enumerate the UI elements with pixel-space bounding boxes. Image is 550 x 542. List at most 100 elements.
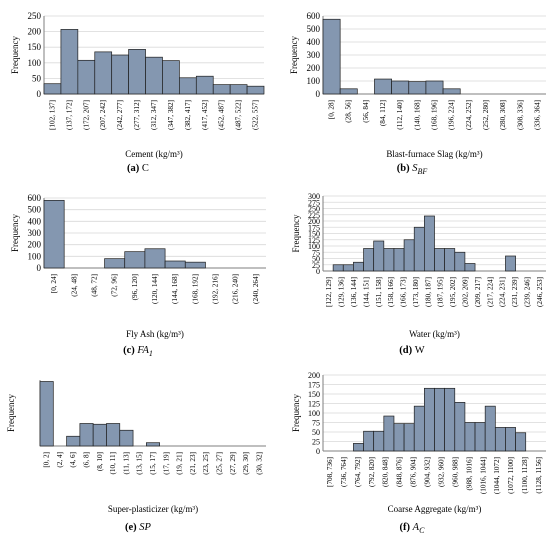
x-tick-label: (15, 17] xyxy=(149,452,157,475)
histogram-bar xyxy=(442,88,461,95)
histogram-bar xyxy=(353,443,364,452)
x-tick-label: (246, 253] xyxy=(536,277,544,307)
x-tick-label: [0, 2] xyxy=(43,452,51,468)
y-tick-label: 125 xyxy=(308,400,320,409)
histogram-bar xyxy=(164,260,186,269)
histogram-bar xyxy=(104,258,126,269)
x-tick-label: [0, 28] xyxy=(328,100,336,119)
x-tick-label: (25, 27] xyxy=(215,452,223,475)
y-tick-label: 50 xyxy=(312,428,320,437)
x-tick-label: (17, 19] xyxy=(162,452,170,475)
panel-caption: (d) W xyxy=(352,345,472,356)
x-tick-label: (56, 84] xyxy=(362,100,370,123)
x-tick-label: (932, 960] xyxy=(437,457,445,487)
histogram-bar xyxy=(66,435,81,447)
x-tick-label: (112, 140] xyxy=(396,100,404,130)
y-tick-label: 250 xyxy=(308,205,320,214)
x-tick-label: (96, 120] xyxy=(131,274,139,300)
y-tick-label: 400 xyxy=(28,216,42,226)
histogram-bar xyxy=(43,199,65,269)
histogram-bar xyxy=(246,85,265,95)
x-tick-label: (120, 144] xyxy=(151,274,159,304)
y-tick-label: 75 xyxy=(312,419,320,428)
y-axis-title: Frequency xyxy=(6,394,16,432)
x-axis-title: Fly Ash (kg/m³) xyxy=(126,329,184,339)
x-tick-label: (336, 364] xyxy=(533,100,541,130)
x-tick-label: (192, 216] xyxy=(212,274,220,304)
x-axis-title: Blast-furnace Slag (kg/m³) xyxy=(386,149,482,159)
x-tick-label: (30, 32] xyxy=(255,452,263,475)
x-tick-label: (452, 487] xyxy=(218,100,226,130)
x-tick-label: (144, 168] xyxy=(171,274,179,304)
x-tick-label: (29, 30] xyxy=(242,452,250,475)
caption-subscript: C xyxy=(419,526,425,536)
x-tick-label: (848, 876] xyxy=(396,457,404,487)
caption-text: SP xyxy=(139,522,151,533)
x-tick-label: (207, 242] xyxy=(99,100,107,130)
histogram-bar xyxy=(393,423,405,452)
y-tick-label: 200 xyxy=(28,240,42,250)
histogram-bar xyxy=(124,251,146,269)
caption-text: C xyxy=(141,163,149,174)
histogram-bar xyxy=(363,248,375,272)
y-axis-title: Frequency xyxy=(291,214,301,252)
x-tick-label: (382, 417] xyxy=(184,100,192,130)
y-tick-label: 25 xyxy=(312,261,320,270)
x-tick-label: (1016, 1044] xyxy=(479,457,487,494)
x-tick-label: (172, 207] xyxy=(82,100,90,130)
histogram-bar xyxy=(391,80,410,95)
x-tick-label: (904, 932] xyxy=(424,457,432,487)
histogram-bar xyxy=(408,81,427,95)
x-tick-label: [0, 24] xyxy=(50,274,58,293)
caption-subscript: 1 xyxy=(148,349,153,359)
histogram-bar xyxy=(424,215,435,272)
histogram-bar xyxy=(339,88,358,95)
histogram-bar xyxy=(383,248,395,272)
x-tick-label: (136, 144] xyxy=(350,277,358,307)
histogram-chart-1: 0 50 100 150 200 250 [102, 137] (137, 172] (172,… xyxy=(10,11,265,159)
y-tick-label: 125 xyxy=(308,236,320,245)
histogram-bar xyxy=(474,422,486,452)
histogram-bar xyxy=(92,423,107,447)
x-tick-label: (195, 202] xyxy=(449,277,457,307)
y-tick-label: 200 xyxy=(28,27,42,37)
histogram-bar xyxy=(322,18,341,95)
histogram-bar xyxy=(505,427,516,452)
histogram-bar xyxy=(79,423,94,447)
histogram-bar xyxy=(424,387,435,452)
histogram-bar xyxy=(342,264,354,272)
x-tick-label: (1100, 1128] xyxy=(521,457,529,494)
x-tick-label: (11, 13] xyxy=(122,452,130,475)
x-axis-title: Cement (kg/m³) xyxy=(125,149,182,159)
histogram-bar xyxy=(106,423,121,447)
y-axis-title: Frequency xyxy=(289,36,299,74)
y-tick-label: 200 xyxy=(307,63,321,73)
y-axis-title: Frequency xyxy=(10,214,20,252)
x-tick-label: (168, 196] xyxy=(431,100,439,130)
y-tick-label: 0 xyxy=(37,89,42,99)
x-tick-label: (224, 231] xyxy=(499,277,507,307)
histogram-chart-5: [0, 2] (2, 4] (4, 6] (6, 8] (8, 10] (10, 11] (… xyxy=(6,380,266,514)
histogram-bar xyxy=(444,387,456,452)
histogram-bar xyxy=(60,29,79,95)
y-tick-label: 500 xyxy=(307,24,321,34)
x-tick-label: [102, 137] xyxy=(48,100,56,130)
y-tick-label: 25 xyxy=(312,438,320,447)
x-tick-label: (72, 96] xyxy=(111,274,119,297)
x-axis-title: Water (kg/m³) xyxy=(409,329,460,339)
histogram-bar xyxy=(353,261,364,272)
x-tick-label: (180, 187] xyxy=(424,277,432,307)
histogram-bar xyxy=(212,84,231,95)
y-tick-label: 0 xyxy=(316,267,320,276)
x-tick-label: (10, 11] xyxy=(109,452,117,475)
x-tick-label: (217, 224] xyxy=(486,277,494,307)
x-tick-label: (19, 21] xyxy=(176,452,184,475)
histogram-bar xyxy=(374,78,392,95)
x-tick-label: (277, 312] xyxy=(133,100,141,130)
caption-text: FA xyxy=(137,345,149,356)
y-tick-label: 100 xyxy=(308,242,320,251)
histogram-bar xyxy=(454,402,466,452)
y-tick-label: 175 xyxy=(308,223,320,232)
histogram-bar xyxy=(383,415,395,452)
